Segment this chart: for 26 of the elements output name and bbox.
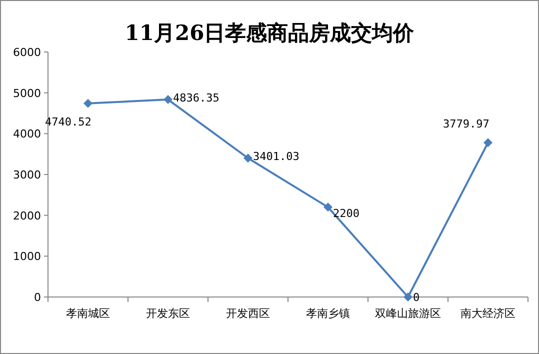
point: [484, 138, 492, 148]
data-label: 4836.35: [173, 92, 220, 105]
y-tick-label: 3000: [13, 168, 41, 182]
x-tick-label: 开发东区: [146, 307, 190, 320]
data-label: 4740.52: [45, 115, 92, 128]
y-tick-label: 0: [34, 291, 41, 304]
data-label: 2200: [333, 207, 360, 220]
point: [404, 292, 412, 302]
x-tick-label: 双峰山旅游区: [375, 307, 441, 320]
point: [84, 98, 92, 108]
y-tick-label: 4000: [13, 128, 41, 141]
y-tick-label: 1000: [13, 250, 41, 264]
chart-title: 11月26日孝感商品房成交均价: [124, 20, 416, 45]
y-tick-label: 6000: [13, 46, 41, 59]
point: [244, 154, 252, 163]
point: [164, 95, 172, 104]
data-label: 3779.97: [443, 118, 490, 131]
x-tick-label: 孝南乡镇: [306, 307, 350, 320]
x-tick-label: 开发西区: [226, 307, 270, 320]
y-tick-label: 2000: [13, 209, 41, 222]
data-label: 3401.03: [253, 150, 300, 164]
y-tick-label: 5000: [13, 86, 41, 100]
x-tick-label: 孝南城区: [66, 307, 110, 320]
x-tick-label: 南大经济区: [460, 307, 516, 320]
data-label: 0: [413, 291, 420, 304]
point: [324, 202, 332, 212]
